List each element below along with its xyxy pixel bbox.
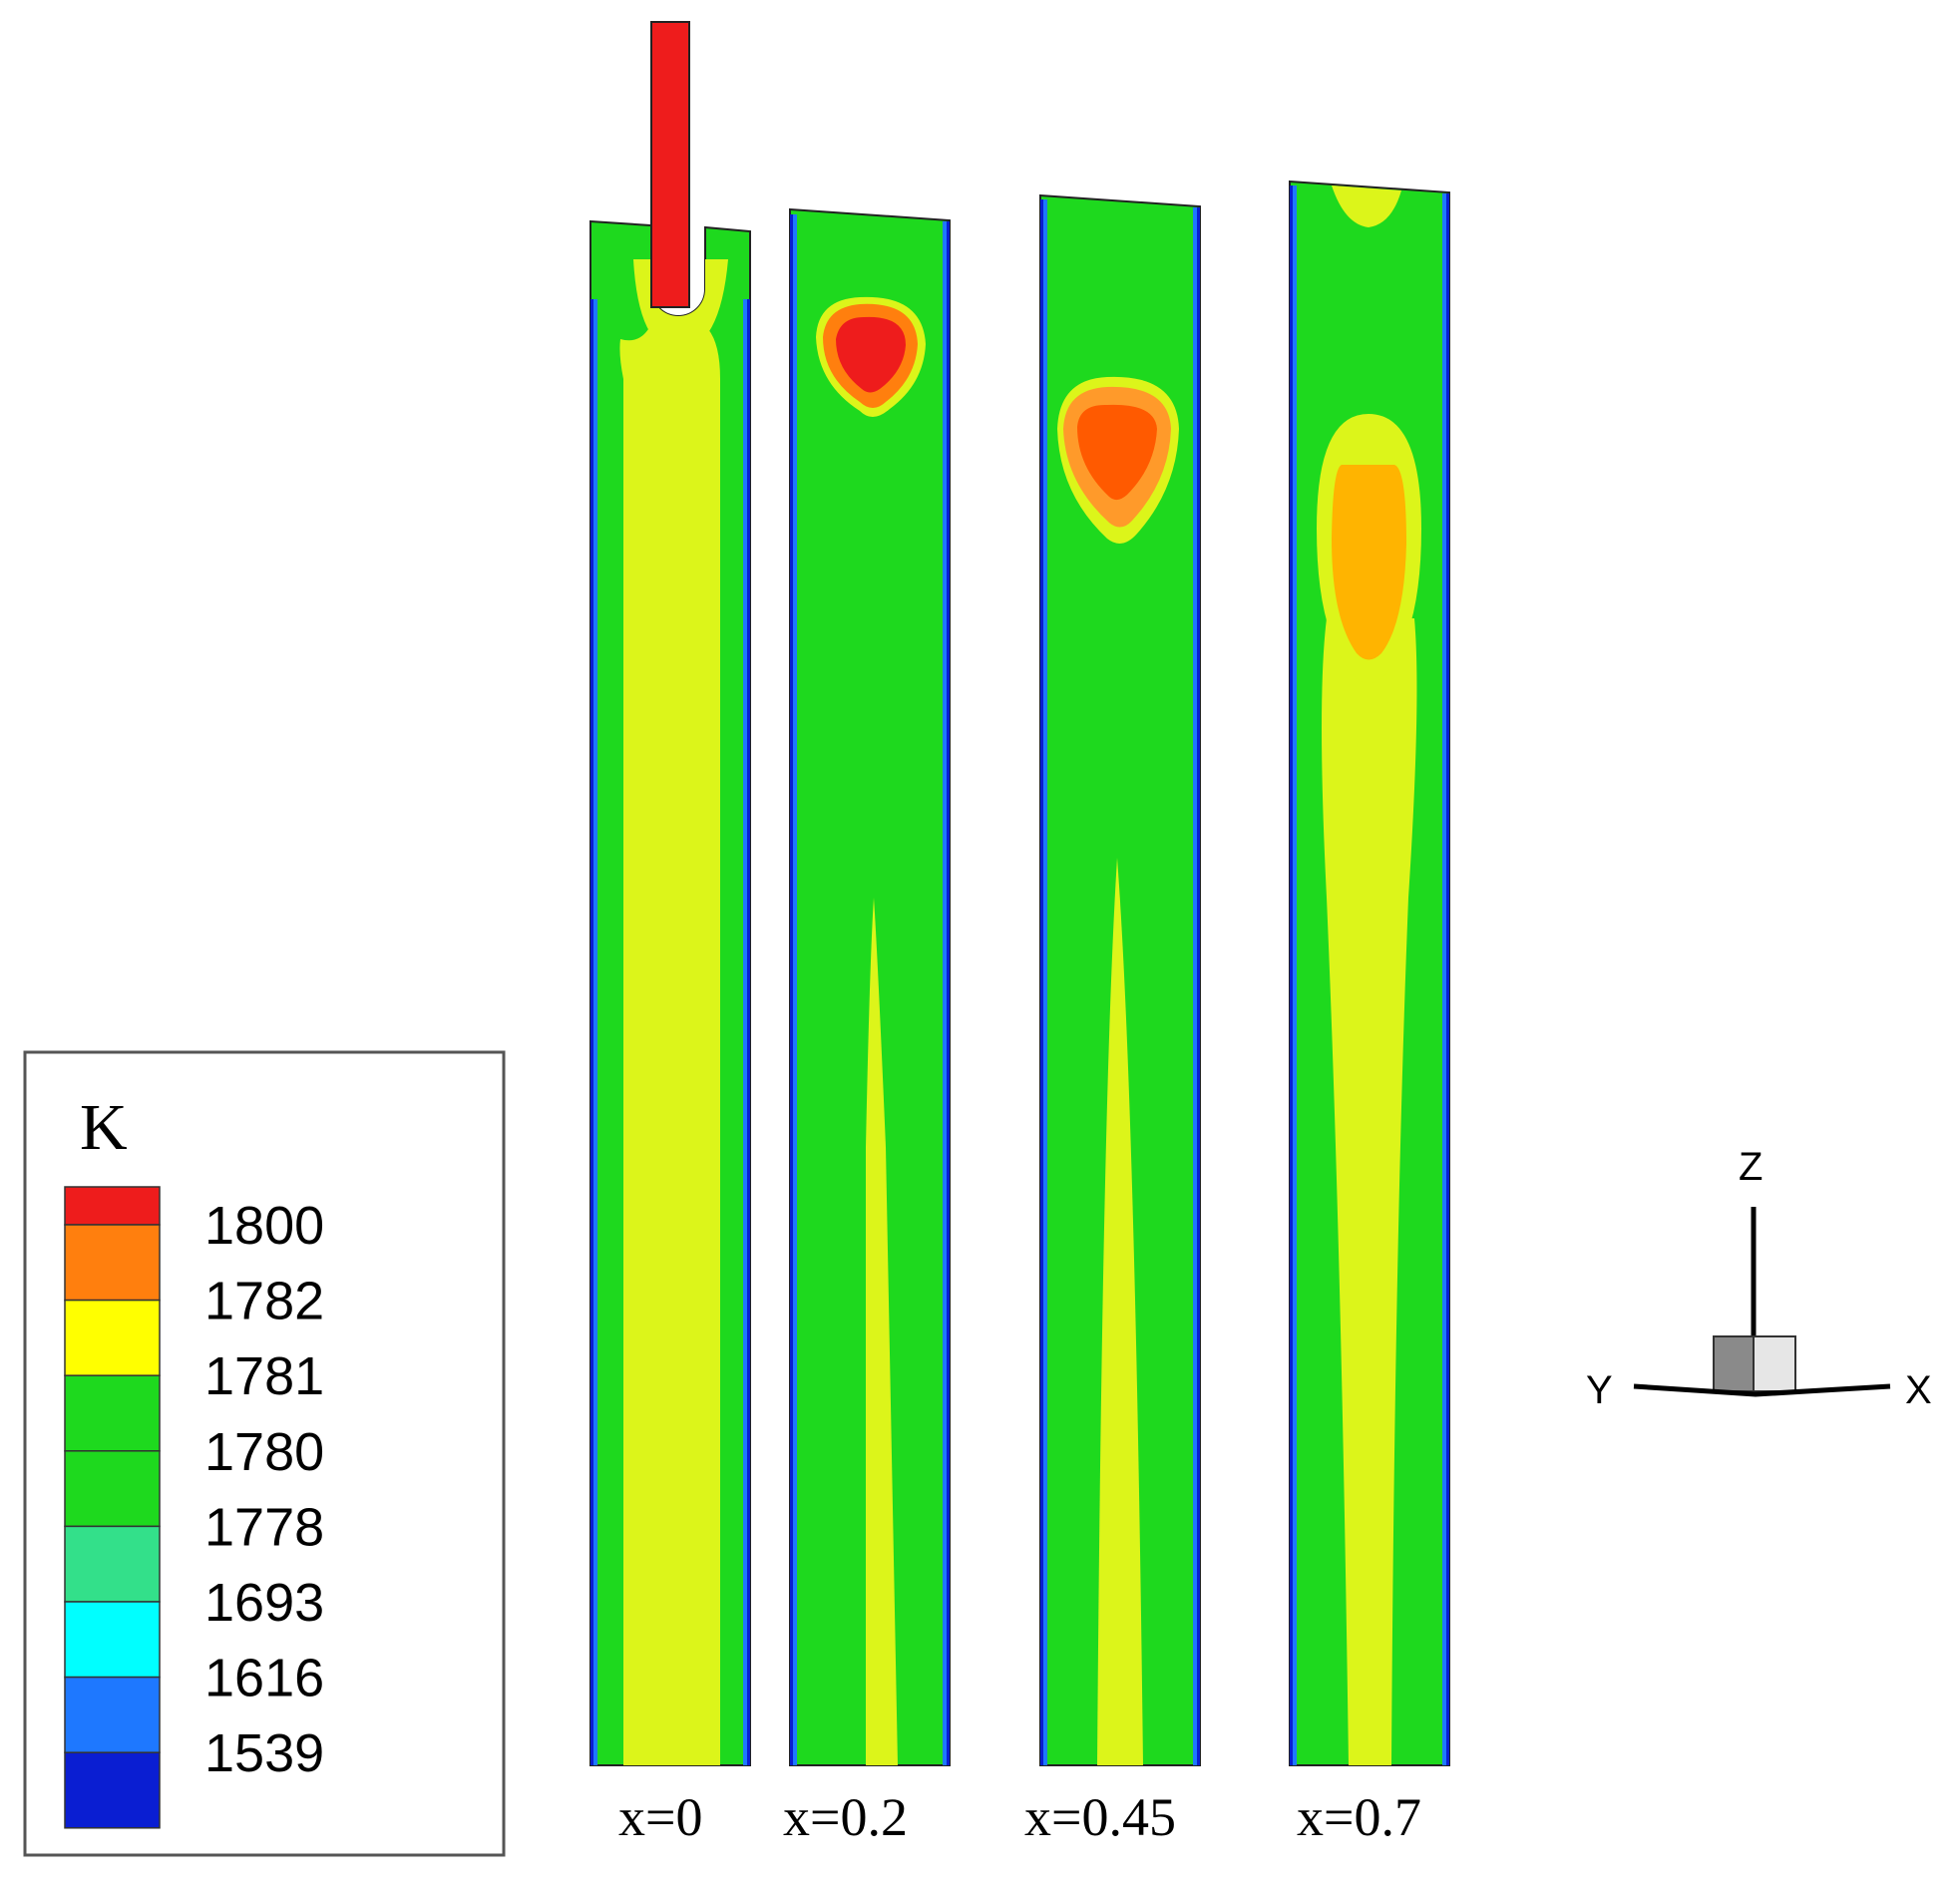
- slice-x02-streak: [866, 898, 898, 1765]
- slice-x07-left-wall-edge: [1290, 186, 1293, 1765]
- legend-swatch: [64, 1374, 161, 1452]
- slice-x045: x=0.45: [1024, 193, 1201, 1847]
- slice-x02-left-wall: [790, 214, 797, 1765]
- legend-swatches: [64, 1186, 161, 1829]
- slice-x0-label: x=0: [618, 1787, 702, 1847]
- axis-z-label: Z: [1739, 1145, 1763, 1189]
- slice-x02-right-wall: [943, 221, 950, 1765]
- slice-x07-right-wall: [1442, 193, 1449, 1765]
- slice-x02: x=0.2: [783, 207, 951, 1847]
- axis-triad: Z Y X: [1586, 1145, 1932, 1412]
- slice-x045-left-wall: [1040, 199, 1047, 1765]
- slice-x02-hot-core: [836, 316, 906, 393]
- slice-x02-right-wall-edge: [947, 221, 950, 1765]
- slice-x07-warm-core: [1332, 465, 1406, 660]
- slice-x07: x=0.7: [1289, 180, 1450, 1847]
- slice-x045-label: x=0.45: [1024, 1787, 1176, 1847]
- legend-value: 1693: [204, 1573, 324, 1633]
- legend-swatch: [64, 1676, 161, 1753]
- legend-value: 1800: [204, 1196, 324, 1256]
- legend-value: 1782: [204, 1272, 324, 1331]
- slice-x02-left-wall-edge: [790, 214, 793, 1765]
- legend-value: 1616: [204, 1649, 324, 1708]
- axis-xy-line: [1633, 1383, 1891, 1397]
- axis-cube-light: [1753, 1335, 1796, 1392]
- slice-x0-right-wall-edge: [747, 299, 750, 1765]
- legend-swatch: [64, 1450, 161, 1528]
- slice-x045-right-wall-edge: [1197, 207, 1200, 1765]
- color-legend: K 1800 1782 1781 1780 1778 1693 1616 1539: [23, 1050, 506, 1857]
- legend-swatch: [64, 1601, 161, 1679]
- axis-y-label: Y: [1586, 1368, 1613, 1412]
- slice-x045-warm-core: [1077, 404, 1157, 501]
- legend-value: 1778: [204, 1497, 324, 1557]
- slice-x0-right-wall: [743, 299, 750, 1765]
- legend-value: 1780: [204, 1422, 324, 1482]
- legend-swatch: [64, 1299, 161, 1376]
- slice-x0-nozzle: [650, 21, 690, 308]
- legend-swatch: [64, 1224, 161, 1302]
- slice-x0-cup: [633, 259, 728, 351]
- slice-x07-plume: [1322, 618, 1417, 1765]
- slice-x0-left-wall-edge: [590, 299, 593, 1765]
- slice-x0: x=0: [589, 21, 751, 1847]
- axis-x-label: X: [1905, 1368, 1932, 1412]
- legend-value: 1781: [204, 1346, 324, 1406]
- slice-x07-right-wall-edge: [1446, 193, 1449, 1765]
- legend-value: 1539: [204, 1723, 324, 1783]
- slice-x07-left-wall: [1290, 186, 1297, 1765]
- slice-x07-label: x=0.7: [1297, 1787, 1421, 1847]
- legend-swatch: [64, 1186, 161, 1226]
- slice-x045-right-wall: [1193, 207, 1200, 1765]
- legend-swatch: [64, 1751, 161, 1829]
- slice-x0-left-wall: [590, 299, 597, 1765]
- slice-x045-streak: [1097, 858, 1143, 1765]
- slice-x045-left-wall-edge: [1040, 199, 1043, 1765]
- axis-cube-dark: [1713, 1335, 1755, 1392]
- slice-x07-top-cap: [1332, 186, 1401, 227]
- slice-x02-label: x=0.2: [783, 1787, 908, 1847]
- slice-x0-core: [619, 329, 720, 1765]
- legend-swatch: [64, 1525, 161, 1603]
- legend-values: 1800 1782 1781 1780 1778 1693 1616 1539: [204, 1196, 324, 1783]
- legend-unit: K: [80, 1091, 128, 1164]
